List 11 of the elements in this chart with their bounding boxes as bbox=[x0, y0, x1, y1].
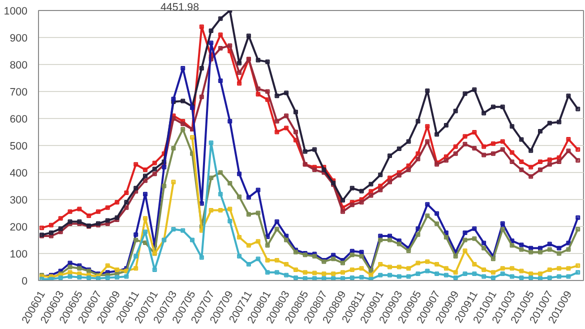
y-tick-label: 700 bbox=[10, 86, 28, 98]
y-tick-label: 500 bbox=[10, 140, 28, 152]
y-tick-label: 800 bbox=[10, 60, 28, 72]
y-tick-label: 200 bbox=[10, 222, 28, 234]
y-tick-label: 100 bbox=[10, 248, 28, 260]
y-tick-label: 1000 bbox=[4, 6, 28, 18]
y-tick-label: 400 bbox=[10, 168, 28, 180]
y-tick-label: 300 bbox=[10, 194, 28, 206]
y-tick-label: 600 bbox=[10, 114, 28, 126]
y-tick-label: 900 bbox=[10, 32, 28, 44]
y-tick-label: 0 bbox=[22, 276, 28, 288]
